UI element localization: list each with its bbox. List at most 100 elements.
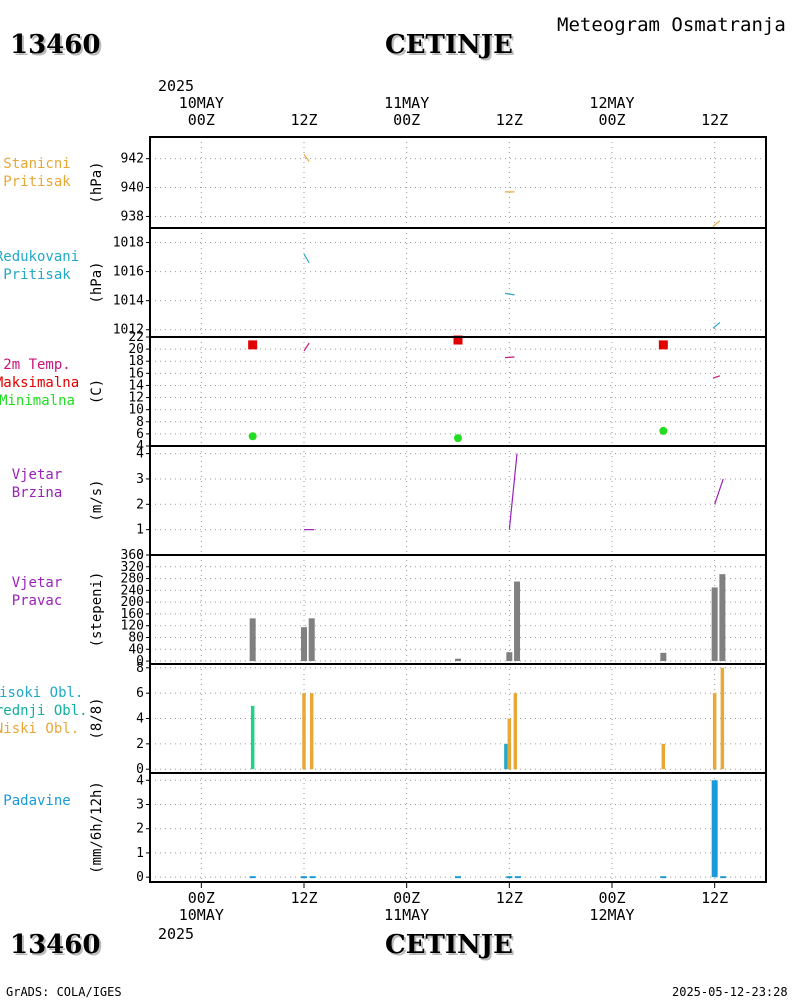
data-bar [513, 693, 518, 770]
y-tick-label: 10 [128, 403, 144, 418]
panel-label-line: Minimalna [0, 393, 75, 409]
max-temp-marker [658, 340, 668, 350]
y-tick-label: 360 [121, 548, 144, 563]
y-tick-label: 18 [128, 354, 144, 369]
tick-hour: 00Z [187, 111, 215, 129]
y-tick-label: 16 [128, 366, 144, 381]
data-bar [711, 780, 718, 878]
tick-day: 11MAY [384, 906, 430, 924]
data-bar [309, 693, 314, 770]
y-tick-label: 320 [121, 560, 144, 575]
panel-label-line: Vjetar [11, 467, 63, 483]
bottom-axis-tick-label: 00Z 10MAY [161, 890, 241, 924]
y-axis-unit: (hPa) [89, 161, 105, 203]
panel-frame-dir [149, 554, 767, 665]
top-axis-tick-label: 10MAY 00Z [161, 95, 241, 129]
y-tick-label: 20 [128, 342, 144, 357]
data-bar [504, 743, 508, 770]
y-axis-unit: (8/8) [89, 697, 105, 739]
tick-hour: 12Z [495, 111, 523, 129]
y-tick-label: 0 [136, 548, 144, 563]
y-tick-label: 1016 [113, 265, 144, 280]
tick-hour: 00Z [598, 111, 626, 129]
station-name-bottom: CETINJE [385, 930, 513, 960]
y-tick-label: 3 [136, 797, 144, 812]
data-bar [661, 743, 666, 770]
series-line-segment [505, 356, 515, 359]
tick-day [264, 907, 344, 924]
series-line-segment [303, 253, 310, 264]
top-axis-tick-label: 11MAY 00Z [367, 95, 447, 129]
series-line-segment [504, 292, 515, 296]
min-temp-marker [659, 426, 668, 435]
panel-label-line: Maksimalna [0, 375, 80, 391]
y-axis-unit: (hPa) [89, 261, 105, 303]
y-tick-label: 1018 [113, 236, 144, 251]
y-tick-label: 0 [136, 654, 144, 669]
min-temp-marker [248, 432, 257, 441]
panel-label-line: Stanicni [3, 156, 71, 172]
y-tick-label: 2 [136, 497, 144, 512]
bottom-axis-tick-label: 00Z 11MAY [367, 890, 447, 924]
y-tick-label: 4 [136, 773, 144, 788]
footer-timestamp: 2025-05-12-23:28 [672, 985, 788, 999]
bottom-axis-year: 2025 [157, 925, 195, 943]
panel-frame-clouds [149, 663, 767, 774]
y-tick-label: 280 [121, 572, 144, 587]
data-bar [720, 667, 725, 770]
tick-hour: 12Z [701, 111, 729, 129]
footer-credit: GrADS: COLA/IGES [6, 985, 122, 999]
series-line-segment [303, 153, 310, 162]
y-tick-label: 4 [136, 447, 144, 462]
y-tick-label: 6 [136, 686, 144, 701]
y-tick-label: 1 [136, 523, 144, 538]
min-temp-marker [454, 434, 462, 443]
panel-label-line: 2m Temp. [3, 357, 71, 373]
data-bar [249, 618, 256, 662]
station-id-top: 13460 [10, 30, 101, 60]
tick-hour: 00Z [393, 889, 421, 907]
tick-hour: 00Z [187, 889, 215, 907]
tick-day: 10MAY [178, 906, 224, 924]
panel-label-clouds: Visoki Obl. Srednji Obl. Niski Obl. [0, 684, 92, 738]
panel-label-line: Niski Obl. [0, 721, 80, 737]
panel-label-line: Padavine [3, 793, 71, 809]
data-bar [514, 581, 521, 662]
tick-day: 12MAY [589, 94, 635, 112]
y-tick-label: 8 [136, 661, 144, 676]
top-axis-year: 2025 [157, 77, 195, 95]
y-tick-label: 4 [136, 712, 144, 727]
panel-label-line: Redukovani [0, 249, 80, 265]
data-bar [506, 652, 513, 662]
y-axis-unit: (C) [89, 379, 105, 404]
y-tick-label: 12 [128, 391, 144, 406]
panel-label-line: Pravac [11, 593, 63, 609]
meteogram-title: Meteogram Osmatranja [557, 14, 786, 36]
panel-frame-temp [149, 336, 767, 447]
series-line-segment [714, 478, 724, 505]
station-name-top: CETINJE [385, 30, 513, 60]
y-tick-label: 0 [136, 870, 144, 885]
y-axis-unit: (mm/6h/12h) [89, 781, 105, 874]
y-tick-label: 1 [136, 846, 144, 861]
panel-label-line: Pritisak [3, 174, 71, 190]
top-axis-tick-label: 12Z [264, 95, 344, 129]
tick-hour: 12Z [290, 889, 318, 907]
tick-day [469, 907, 549, 924]
series-line-segment [712, 375, 721, 379]
panel-label-temp: 2m Temp. Maksimalna Minimalna [0, 356, 92, 410]
y-tick-label: 940 [121, 181, 144, 196]
series-line-segment [508, 453, 518, 530]
y-tick-label: 6 [136, 427, 144, 442]
data-bar [455, 658, 461, 662]
y-tick-label: 1012 [113, 323, 144, 338]
y-tick-label: 120 [121, 619, 144, 634]
y-tick-label: 1014 [113, 294, 144, 309]
data-bar [712, 693, 717, 770]
tick-day [675, 907, 755, 924]
data-bar [302, 693, 306, 770]
tick-day: 11MAY [384, 94, 430, 112]
panel-label-speed: Vjetar Brzina [0, 466, 92, 502]
y-axis-unit: (stepeni) [89, 572, 105, 648]
